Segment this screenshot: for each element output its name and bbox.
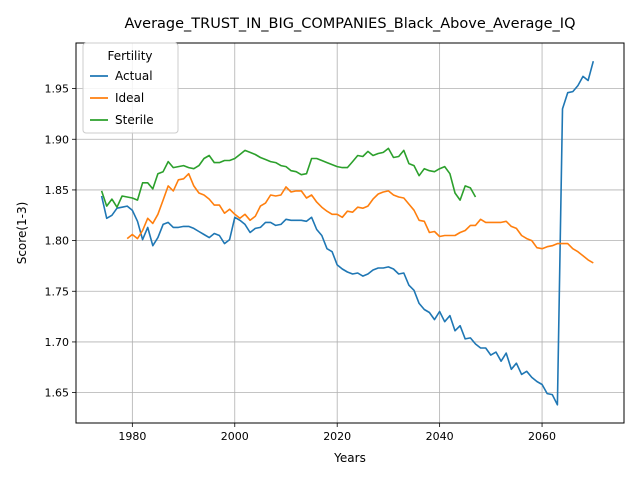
y-axis-label: Score(1-3) (15, 202, 29, 265)
legend-title: Fertility (107, 49, 152, 63)
y-tick-label: 1.85 (45, 184, 70, 197)
x-tick-label: 1980 (118, 430, 146, 443)
chart-title: Average_TRUST_IN_BIG_COMPANIES_Black_Abo… (125, 16, 576, 32)
y-tick-label: 1.75 (45, 285, 70, 298)
x-axis-label: Years (333, 451, 366, 465)
series-line-sterile (100, 147, 477, 208)
legend: Fertility Actual Ideal Sterile (82, 42, 179, 134)
x-tick-label: 2040 (426, 430, 454, 443)
y-tick-label: 1.70 (45, 336, 70, 349)
plot-frame (75, 42, 625, 424)
series-layer (100, 60, 595, 406)
grid-layer (76, 43, 624, 423)
x-tick-label: 2000 (221, 430, 249, 443)
y-tick-label: 1.80 (45, 235, 70, 248)
legend-label-ideal: Ideal (115, 91, 144, 105)
legend-box (82, 42, 179, 134)
y-tick-label: 1.90 (45, 133, 70, 146)
y-tick-label: 1.65 (45, 387, 70, 400)
series-line-actual (100, 60, 595, 406)
x-tick-label: 2060 (528, 430, 556, 443)
legend-label-sterile: Sterile (115, 113, 154, 127)
y-tick-label: 1.95 (45, 83, 70, 96)
tick-layer: 1980 2000 2020 2040 2060 1.65 1.70 1.75 1.80 1.85… (45, 83, 557, 443)
legend-label-actual: Actual (115, 69, 153, 83)
x-tick-label: 2020 (323, 430, 351, 443)
series-line-ideal (126, 172, 594, 264)
